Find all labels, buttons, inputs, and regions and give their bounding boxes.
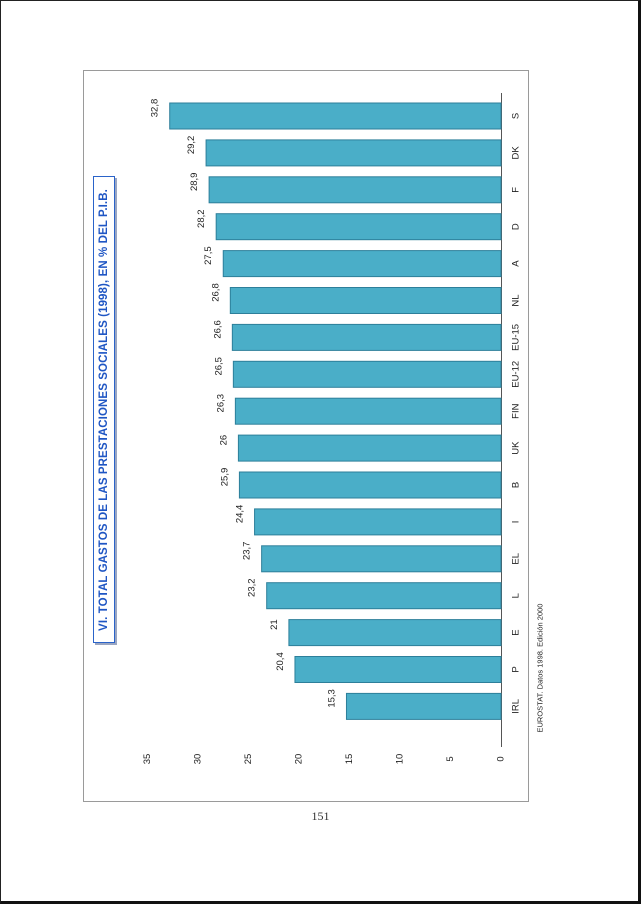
chart-title-box	[93, 176, 115, 643]
bar	[205, 139, 502, 167]
category-label: UK	[511, 441, 522, 455]
data-label: 25,9	[219, 468, 230, 487]
bar	[266, 582, 502, 610]
data-label: 26,8	[210, 283, 221, 302]
bar	[345, 692, 502, 720]
category-label: E	[511, 629, 522, 635]
bar-chart: 32,8 S 29,2 DK 28,9 F 28,2 D 27,5 A 26,8 NL 26,6 EU-1…	[142, 93, 522, 765]
category-label: S	[511, 113, 522, 119]
data-label: 29,2	[186, 136, 197, 155]
bar	[294, 656, 502, 683]
data-label: 24,4	[235, 505, 246, 524]
tick-label: 30	[193, 754, 204, 765]
category-label: EU-12	[511, 361, 522, 388]
category-label: DK	[511, 146, 522, 160]
bar	[232, 360, 502, 388]
bar	[169, 102, 502, 130]
source-note: EUROSTAT. Datos 1998. Edición 2000	[535, 603, 545, 733]
tick-label: 35	[142, 754, 153, 765]
tick-label: 10	[395, 754, 406, 765]
tick-label: 5	[445, 756, 456, 761]
category-label: F	[511, 187, 522, 193]
data-label: 28,9	[189, 173, 200, 192]
category-label: L	[511, 593, 522, 598]
bar	[237, 434, 502, 462]
bar	[238, 471, 502, 499]
page-number: 151	[311, 809, 330, 823]
category-label: A	[511, 260, 522, 267]
data-label: 26,6	[212, 320, 223, 339]
data-label: 26,3	[215, 394, 226, 413]
tick-label: 20	[294, 754, 305, 765]
category-label: EU-15	[511, 324, 522, 351]
data-label: 15,3	[326, 689, 337, 708]
tick-label: 25	[243, 754, 254, 765]
bar	[229, 287, 502, 314]
chart-panel: 32,8 S 29,2 DK 28,9 F 28,2 D 27,5 A 26,8 NL 26,6 EU-1…	[83, 70, 529, 802]
data-label: 26	[218, 435, 229, 446]
category-label: I	[511, 521, 522, 524]
data-label: 28,2	[196, 209, 207, 228]
data-label: 21	[269, 619, 280, 630]
bar	[288, 619, 502, 647]
data-label: 23,2	[247, 578, 258, 597]
data-label: 20,4	[275, 652, 286, 671]
category-label: NL	[511, 294, 522, 306]
bar	[254, 508, 502, 536]
category-label: P	[511, 666, 522, 672]
bar	[234, 397, 502, 425]
data-label: 27,5	[203, 246, 214, 265]
bar	[261, 545, 502, 573]
category-label: EL	[511, 553, 522, 565]
data-label: 32,8	[150, 99, 161, 118]
bar	[231, 323, 502, 351]
category-label: B	[511, 482, 522, 488]
bar	[222, 250, 502, 278]
chart-title: VI. TOTAL GASTOS DE LAS PRESTACIONES SOC…	[98, 189, 110, 631]
bar	[208, 176, 502, 204]
data-label: 23,7	[242, 542, 253, 561]
data-label: 26,5	[213, 357, 224, 376]
category-label: D	[511, 223, 522, 230]
tick-label: 15	[344, 754, 355, 765]
category-label: IRL	[511, 699, 522, 714]
bar	[215, 213, 502, 241]
category-label: FIN	[511, 403, 522, 418]
tick-label: 0	[496, 756, 507, 761]
